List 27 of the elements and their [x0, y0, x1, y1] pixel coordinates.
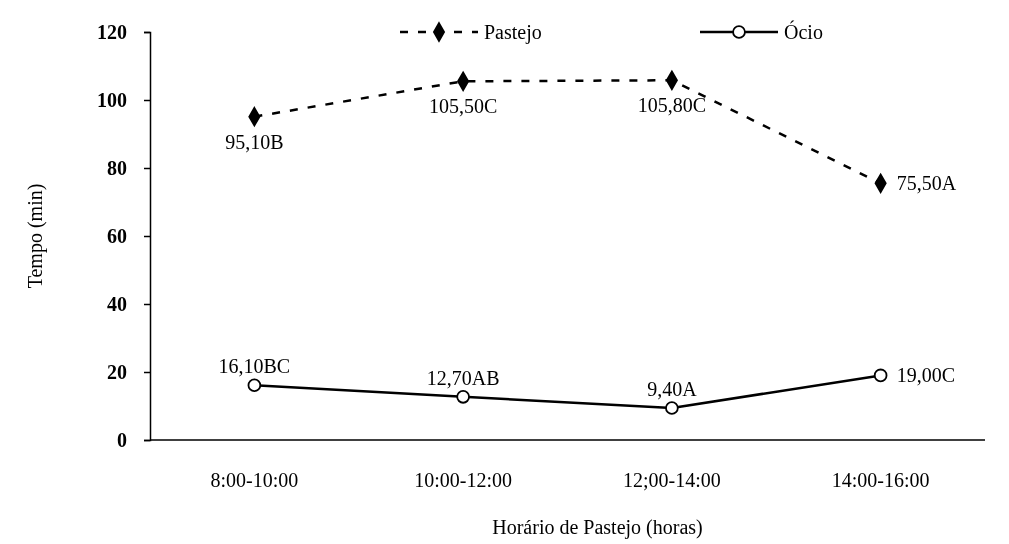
- x-tick-label: 8:00-10:00: [210, 469, 299, 491]
- y-tick-label: 120: [97, 20, 127, 43]
- data-label: 105,80C: [637, 94, 707, 117]
- legend-label: Ócio: [784, 20, 823, 43]
- x-axis-title: Horário de Pastejo (horas): [492, 516, 703, 539]
- x-tick-label: 14:00-16:00: [831, 469, 930, 491]
- x-tick-label: 10:00-12:00: [414, 469, 513, 491]
- point: [456, 390, 470, 404]
- data-label: 75,50A: [896, 172, 957, 195]
- data-label: 12,70AB: [426, 366, 500, 389]
- data-label: 16,10BC: [218, 355, 291, 378]
- y-tick-label: 0: [117, 428, 127, 451]
- data-label: 105,50C: [428, 95, 498, 118]
- legend-label: Pastejo: [484, 21, 542, 44]
- point: [247, 378, 262, 393]
- y-tick-label: 40: [107, 292, 127, 315]
- data-label: 9,40A: [647, 378, 698, 401]
- point: [873, 368, 888, 383]
- x-tick-label: 12;00-14:00: [622, 469, 721, 491]
- data-label: 19,00C: [896, 364, 955, 387]
- y-tick-label: 60: [107, 224, 127, 247]
- y-tick-label: 100: [97, 88, 127, 111]
- y-tick-label: 20: [107, 360, 127, 383]
- y-axis-title: Tempo (min): [24, 183, 47, 289]
- data-label: 95,10B: [225, 130, 284, 153]
- y-tick-label: 80: [107, 156, 127, 179]
- point: [665, 401, 679, 415]
